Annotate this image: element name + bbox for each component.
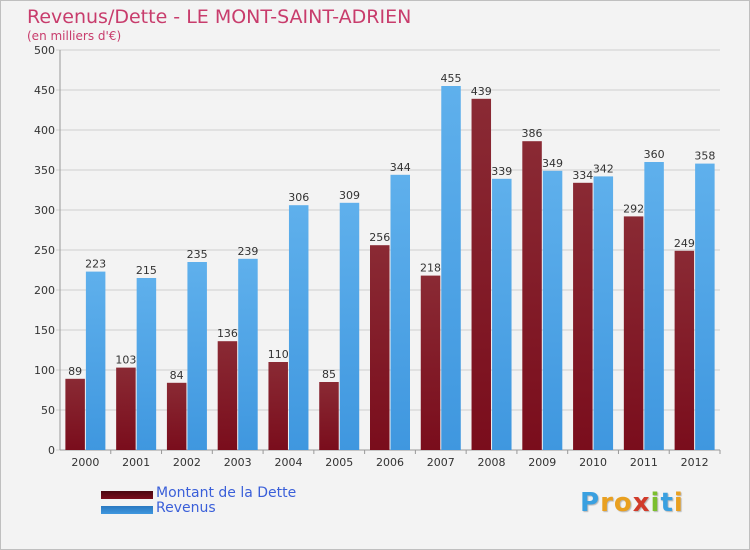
logo-letter: i — [650, 488, 661, 518]
bar-dette — [166, 382, 187, 450]
x-tick-label: 2005 — [325, 456, 353, 469]
data-label-dette: 386 — [522, 127, 543, 140]
data-label-dette: 218 — [420, 262, 441, 275]
bar-revenus — [644, 162, 664, 450]
data-label-dette: 256 — [369, 231, 390, 244]
chart-subtitle: (en milliers d'€) — [27, 29, 122, 43]
data-label-dette: 103 — [115, 354, 136, 367]
data-label-revenus: 306 — [288, 191, 309, 204]
bar-revenus — [85, 271, 106, 450]
bar-dette — [370, 245, 390, 450]
x-tick-label: 2011 — [630, 456, 658, 469]
x-tick-label: 2007 — [427, 456, 455, 469]
y-tick-label: 300 — [34, 204, 55, 217]
y-tick-label: 0 — [48, 444, 55, 457]
logo-letter: P — [580, 488, 601, 518]
x-tick-label: 2009 — [528, 456, 556, 469]
y-tick-label: 200 — [34, 284, 55, 297]
bar-revenus — [695, 163, 715, 450]
y-tick-label: 100 — [34, 364, 55, 377]
x-tick-label: 2006 — [376, 456, 404, 469]
data-label-revenus: 309 — [339, 189, 360, 202]
bar-dette — [319, 382, 339, 450]
bar-revenus — [390, 174, 410, 451]
data-label-dette: 136 — [217, 327, 238, 340]
data-label-revenus: 339 — [491, 165, 512, 178]
bar-revenus — [136, 278, 157, 450]
x-tick-label: 2002 — [173, 456, 201, 469]
data-label-dette: 334 — [572, 169, 593, 182]
bar-dette — [471, 98, 492, 451]
bar-revenus — [288, 205, 309, 450]
x-tick-label: 2008 — [478, 456, 506, 469]
data-label-revenus: 455 — [441, 72, 462, 85]
bar-dette — [268, 362, 288, 450]
legend-label-dette: Montant de la Dette — [156, 485, 297, 501]
logo-letter: r — [600, 488, 614, 518]
bar-revenus — [593, 176, 614, 450]
data-label-dette: 85 — [322, 368, 336, 381]
data-label-dette: 439 — [471, 85, 492, 98]
bar-revenus — [492, 178, 512, 451]
x-tick-label: 2004 — [274, 456, 302, 469]
data-label-dette: 292 — [623, 202, 644, 215]
y-tick-label: 50 — [41, 404, 55, 417]
data-label-revenus: 349 — [542, 157, 563, 170]
bar-revenus — [441, 86, 461, 450]
bar-revenus — [542, 170, 563, 451]
data-label-dette: 84 — [170, 369, 184, 382]
x-tick-label: 2000 — [71, 456, 99, 469]
data-label-revenus: 342 — [593, 162, 614, 175]
bar-dette — [522, 141, 542, 450]
data-label-revenus: 223 — [85, 258, 106, 271]
y-tick-label: 350 — [34, 164, 55, 177]
y-tick-label: 400 — [34, 124, 55, 137]
y-tick-label: 450 — [34, 84, 55, 97]
x-tick-label: 2001 — [122, 456, 150, 469]
bar-dette — [674, 250, 695, 450]
legend-swatch-revenus — [101, 506, 153, 514]
legend-label-revenus: Revenus — [156, 500, 216, 516]
proxiti-logo: Proxiti — [580, 488, 684, 518]
logo-letter: x — [632, 488, 651, 518]
y-tick-label: 150 — [34, 324, 55, 337]
bar-revenus — [187, 262, 207, 450]
data-label-dette: 89 — [68, 365, 82, 378]
x-tick-label: 2003 — [224, 456, 252, 469]
data-label-revenus: 358 — [694, 150, 715, 163]
bar-dette — [623, 216, 644, 450]
bar-dette — [420, 275, 441, 450]
logo-letter: i — [673, 488, 684, 518]
bar-dette — [65, 378, 85, 450]
data-label-revenus: 235 — [187, 248, 208, 261]
chart-title: Revenus/Dette - LE MONT-SAINT-ADRIEN — [27, 6, 412, 28]
x-tick-label: 2012 — [681, 456, 709, 469]
bar-dette — [116, 367, 136, 450]
y-tick-label: 500 — [34, 44, 55, 57]
data-label-revenus: 239 — [237, 245, 258, 258]
data-label-revenus: 215 — [136, 264, 157, 277]
bar-revenus — [238, 258, 258, 450]
legend-swatch-dette — [101, 491, 153, 499]
data-label-dette: 110 — [268, 348, 289, 361]
bar-revenus — [339, 202, 360, 450]
bar-dette — [573, 182, 593, 451]
logo-letter: t — [660, 488, 674, 518]
data-label-revenus: 360 — [644, 148, 665, 161]
y-tick-label: 250 — [34, 244, 55, 257]
data-label-revenus: 344 — [390, 161, 411, 174]
data-label-dette: 249 — [674, 237, 695, 250]
x-tick-label: 2010 — [579, 456, 607, 469]
bar-dette — [217, 341, 238, 450]
logo-letter: o — [613, 488, 633, 518]
